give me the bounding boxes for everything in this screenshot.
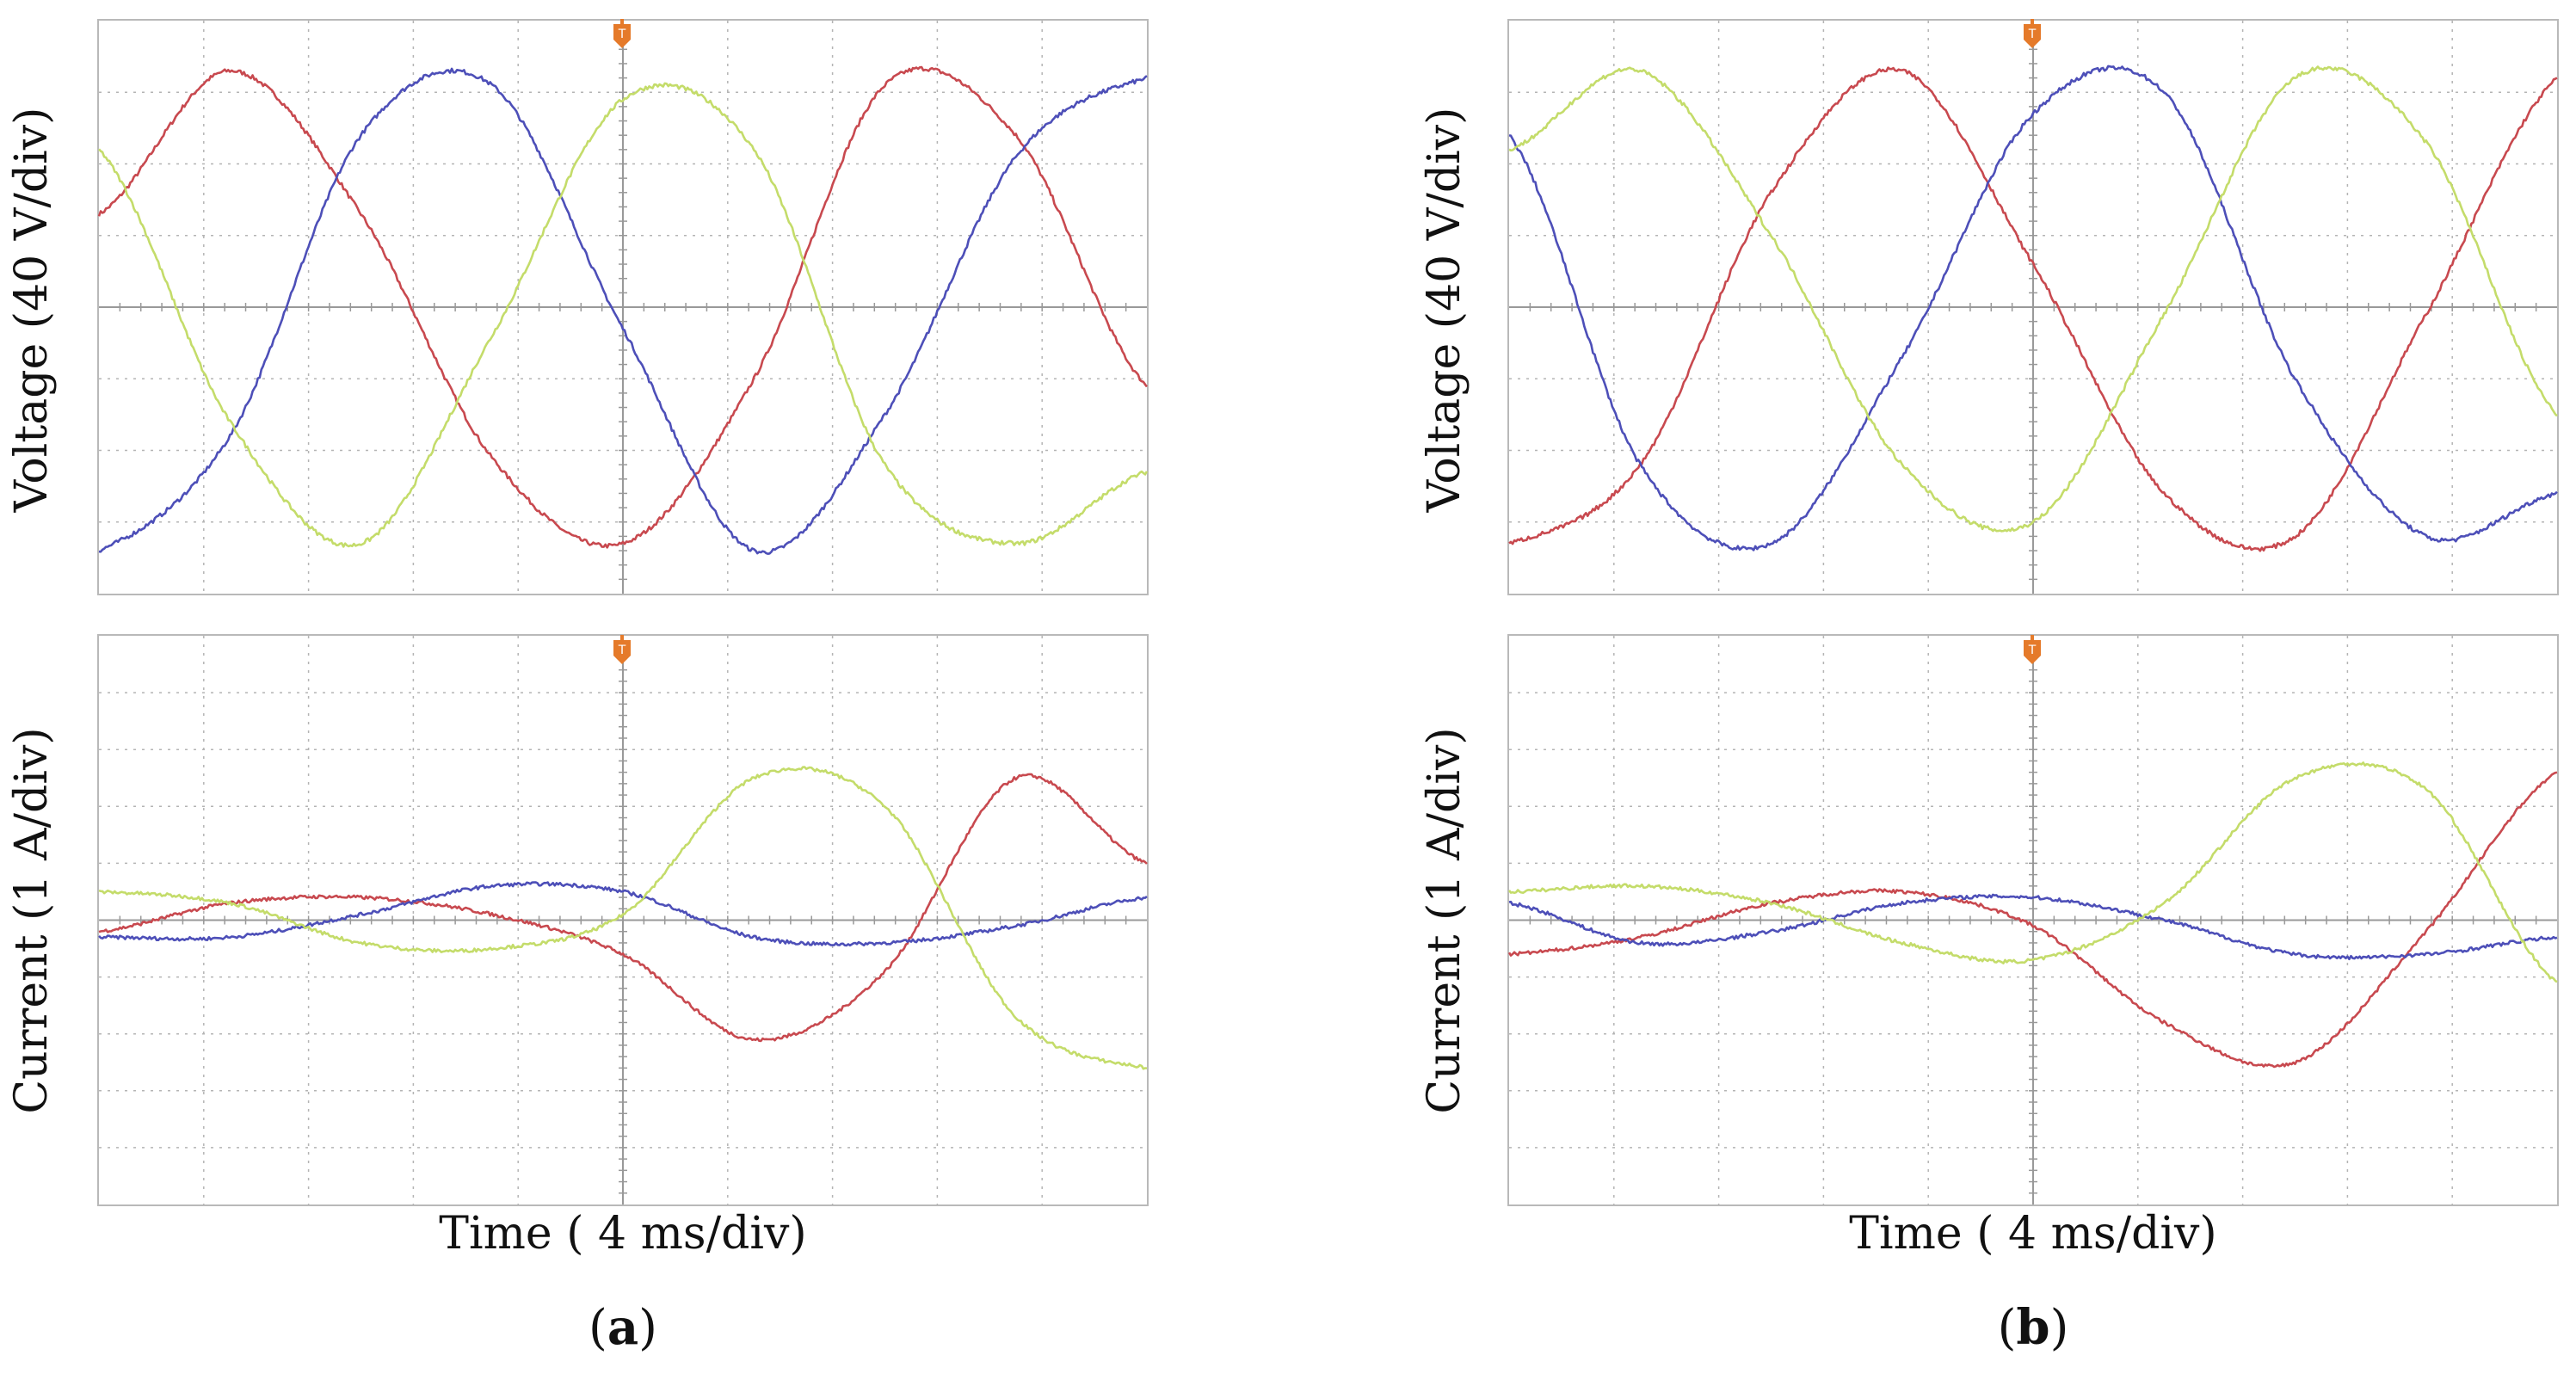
trace-blue — [98, 67, 1148, 555]
trace-yellow — [98, 82, 1149, 548]
a-current-ylabel: Current (1 A/div) — [6, 727, 58, 1114]
trace-blue — [1508, 65, 2558, 551]
trace-red — [1507, 771, 2558, 1069]
trace-blue — [1508, 893, 2558, 961]
b-current-scope — [1507, 634, 2559, 1206]
b-voltage-ylabel: Voltage (40 V/div) — [1419, 107, 1470, 513]
a-current-trigger-icon: T — [613, 635, 632, 664]
a-panel-label: (a) — [588, 1299, 657, 1356]
trace-red — [1508, 66, 2558, 552]
b-xlabel: Time ( 4 ms/div) — [1849, 1208, 2217, 1260]
trace-red — [97, 65, 1149, 549]
b-voltage-scope — [1507, 19, 2559, 595]
trace-yellow — [98, 766, 1148, 1070]
a-voltage-scope — [97, 19, 1149, 595]
svg-text:T: T — [618, 644, 626, 657]
a-voltage-ylabel: Voltage (40 V/div) — [6, 107, 58, 513]
trace-red — [98, 773, 1148, 1043]
b-current-trigger-icon: T — [2023, 635, 2042, 664]
b-current-svg — [1507, 636, 2558, 1204]
b-panel-label: (b) — [1997, 1299, 2069, 1356]
a-voltage-trigger-icon: T — [613, 19, 632, 48]
a-voltage-svg — [97, 21, 1149, 594]
trace-blue — [98, 881, 1148, 947]
svg-text:T: T — [2028, 28, 2037, 41]
svg-text:T: T — [2028, 644, 2037, 657]
svg-text:T: T — [618, 28, 626, 41]
b-voltage-trigger-icon: T — [2023, 19, 2042, 48]
a-current-svg — [98, 636, 1148, 1204]
b-voltage-svg — [1508, 21, 2558, 594]
b-current-ylabel: Current (1 A/div) — [1419, 727, 1470, 1114]
trace-yellow — [1508, 65, 2558, 533]
trace-yellow — [1507, 761, 2558, 983]
a-xlabel: Time ( 4 ms/div) — [439, 1208, 807, 1260]
a-current-scope — [97, 634, 1149, 1206]
